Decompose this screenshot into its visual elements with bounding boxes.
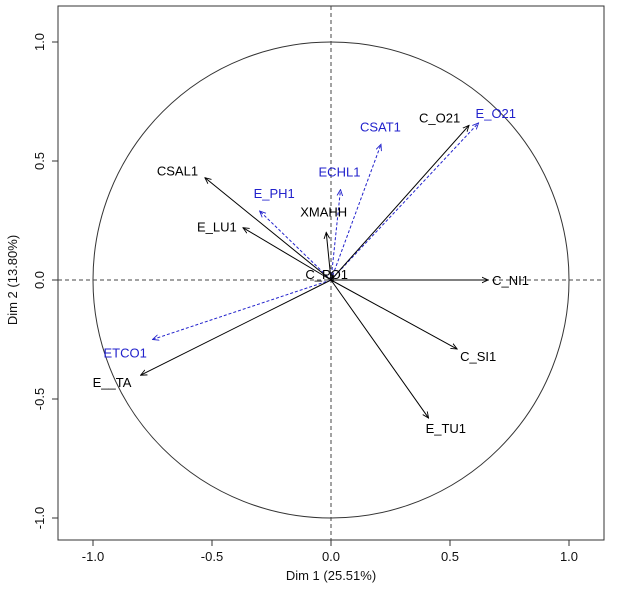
arrow-csal1 xyxy=(205,178,332,281)
y-tick-label: -1.0 xyxy=(32,507,47,529)
label-echl1: ECHL1 xyxy=(319,165,361,180)
label-e-lu1: E_LU1 xyxy=(197,220,237,235)
y-tick-label: 0.5 xyxy=(32,152,47,170)
arrow-echl1 xyxy=(330,190,341,281)
x-axis-title: Dim 1 (25.51%) xyxy=(286,568,376,583)
arrow-csat1 xyxy=(330,144,381,281)
arrow-e-tu1 xyxy=(330,279,429,418)
arrow-c-si1 xyxy=(330,279,457,349)
y-tick-label: 0.0 xyxy=(32,271,47,289)
arrow-e-ph1 xyxy=(260,211,332,281)
label-c-po1: C_PO1 xyxy=(305,267,348,282)
arrow-e--ta xyxy=(141,279,332,375)
label-c-si1: C_SI1 xyxy=(460,349,496,364)
y-tick-label: -0.5 xyxy=(32,388,47,410)
label-c-ni1: C_NI1 xyxy=(492,273,529,288)
x-tick-label: -0.5 xyxy=(201,549,223,564)
plot-area: -1.0 -0.5 0.0 0.5 1.0 -1.0 -0.5 0.0 0.5 1.0 CSAL1 E… xyxy=(32,5,605,564)
label-xmahh: XMAHH xyxy=(300,204,347,219)
label-e-ph1: E_PH1 xyxy=(254,186,295,201)
label-c-o21: C_O21 xyxy=(419,110,460,125)
label-e-tu1: E_TU1 xyxy=(426,421,466,436)
label-e--ta: E__TA xyxy=(93,375,132,390)
arrow-c-o21 xyxy=(330,125,469,281)
arrow-etco1 xyxy=(153,279,332,340)
x-tick-label: 0.0 xyxy=(322,549,340,564)
y-tick-label: 1.0 xyxy=(32,33,47,51)
x-tick-label: 1.0 xyxy=(560,549,578,564)
label-csal1: CSAL1 xyxy=(157,164,198,179)
x-tick-label: -1.0 xyxy=(82,549,104,564)
arrow-xmahh xyxy=(326,232,332,281)
x-tick-label: 0.5 xyxy=(441,549,459,564)
arrow-e-lu1 xyxy=(243,228,332,281)
y-axis-title: Dim 2 (13.80%) xyxy=(5,235,20,325)
label-e-o21: E_O21 xyxy=(476,106,516,121)
label-etco1: ETCO1 xyxy=(104,346,147,361)
label-csat1: CSAT1 xyxy=(360,119,401,134)
arrow-e-o21 xyxy=(330,123,479,281)
